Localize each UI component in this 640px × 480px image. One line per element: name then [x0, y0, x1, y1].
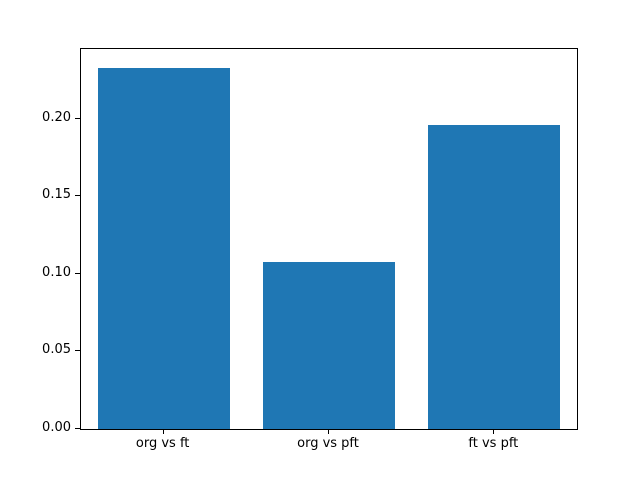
bar-org-vs-ft	[97, 67, 230, 429]
y-tick-label: 0.05	[42, 342, 71, 358]
x-tick-mark	[493, 429, 495, 434]
bar-org-vs-pft	[262, 261, 396, 429]
x-tick-label: ft vs pft	[468, 436, 519, 451]
y-tick-mark	[75, 117, 80, 119]
y-tick-mark	[75, 272, 80, 274]
y-tick-label: 0.20	[42, 109, 71, 125]
y-tick-mark	[75, 428, 80, 429]
y-tick-label: 0.00	[42, 420, 71, 435]
bar-ft-vs-pft	[428, 125, 561, 429]
y-tick-mark	[75, 195, 80, 197]
x-tick-mark	[162, 429, 164, 434]
x-tick-label: org vs ft	[135, 436, 190, 451]
y-tick-label: 0.15	[42, 187, 71, 203]
plot-area	[80, 48, 578, 430]
y-tick-label: 0.10	[42, 264, 71, 280]
x-tick-mark	[328, 429, 329, 434]
x-tick-label: org vs pft	[297, 436, 359, 451]
y-tick-mark	[75, 350, 80, 352]
